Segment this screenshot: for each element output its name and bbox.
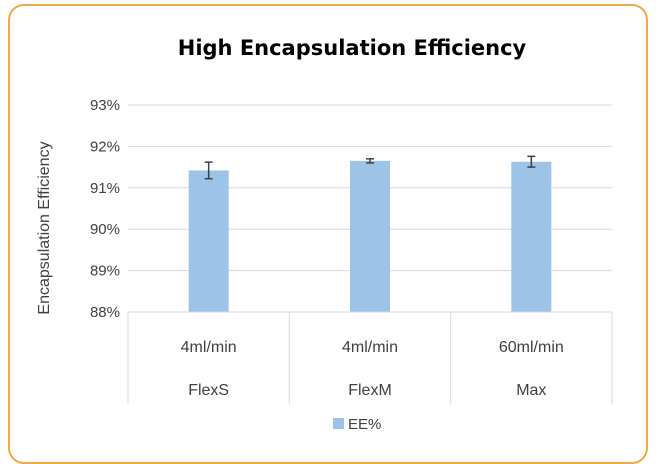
- error-bar: [527, 155, 536, 168]
- x-tick-label-rate: 4ml/min: [342, 339, 398, 356]
- x-tick-label-device: FlexS: [188, 382, 229, 399]
- bar-chart: High Encapsulation Efficiency Encapsulat…: [36, 36, 613, 433]
- y-axis-label: Encapsulation Efficiency: [36, 141, 53, 314]
- bar: [350, 160, 390, 312]
- bar: [511, 161, 552, 312]
- y-tick-label: 91%: [90, 180, 120, 197]
- y-tick-label: 88%: [90, 304, 120, 321]
- chart-title: High Encapsulation Efficiency: [178, 36, 527, 60]
- legend-label: EE%: [348, 416, 381, 433]
- y-tick-label: 93%: [90, 97, 120, 114]
- y-tick-label: 92%: [90, 138, 120, 155]
- x-tick-label-device: Max: [516, 382, 546, 399]
- error-bar: [204, 161, 213, 180]
- bar: [188, 170, 229, 312]
- legend: EE%: [333, 416, 381, 433]
- x-tick-label-rate: 4ml/min: [181, 339, 237, 356]
- error-bar: [366, 158, 374, 164]
- y-tick-label: 90%: [90, 221, 120, 238]
- x-tick-label-rate: 60ml/min: [499, 339, 564, 356]
- y-tick-label: 89%: [90, 263, 120, 280]
- legend-swatch: [333, 418, 344, 429]
- x-tick-label-device: FlexM: [348, 382, 392, 399]
